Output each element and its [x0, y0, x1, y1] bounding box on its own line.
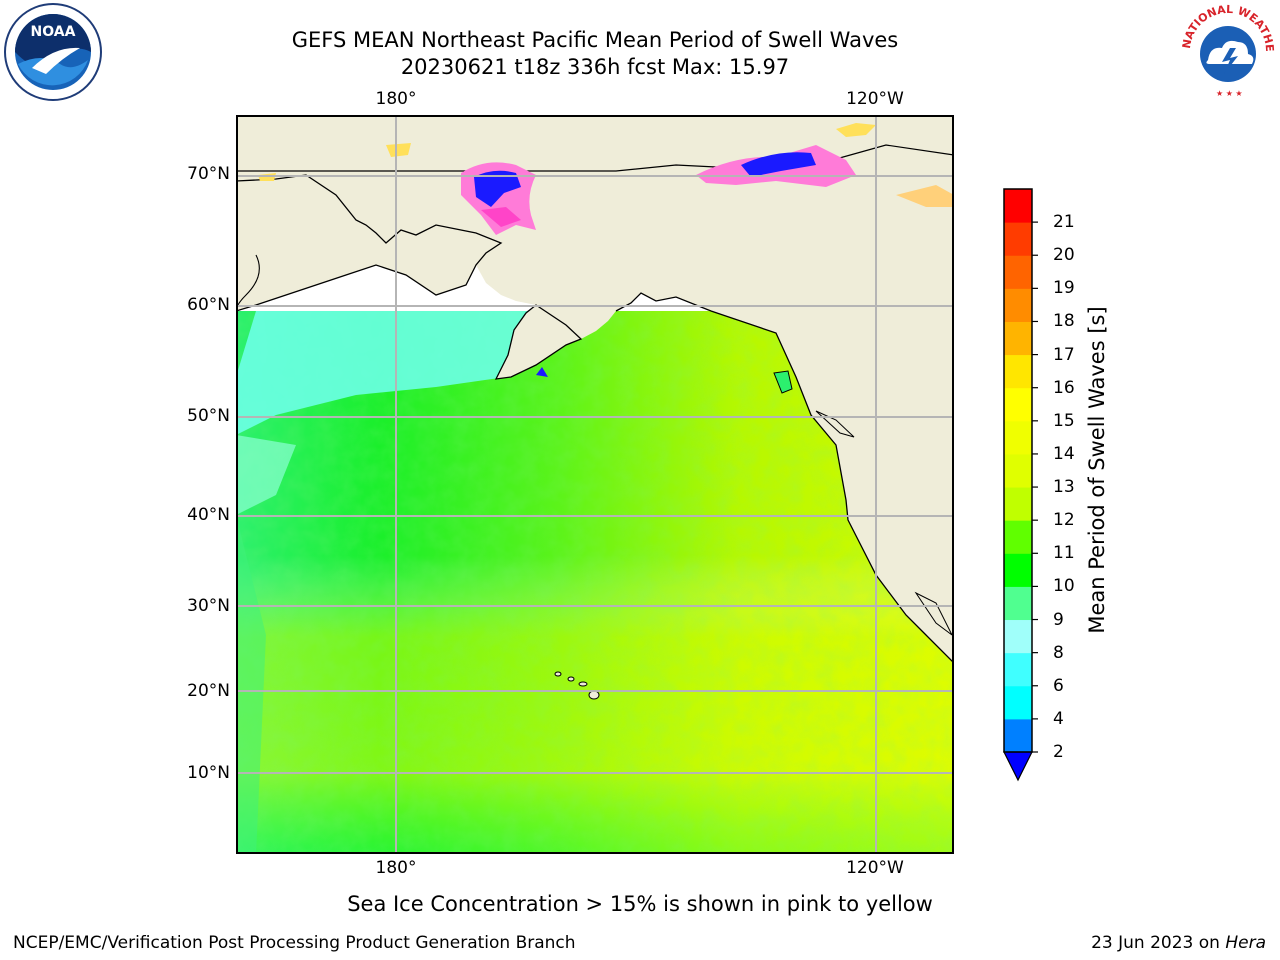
colorbar-frame	[1003, 188, 1033, 753]
colorbar-cell	[1004, 685, 1032, 720]
colorbar-tick-label: 11	[1053, 543, 1075, 564]
lat-label-30n: 30°N	[187, 596, 230, 616]
lat-label-60n: 60°N	[187, 295, 230, 315]
svg-text:★ ★ ★: ★ ★ ★	[1216, 89, 1243, 98]
colorbar-cell	[1004, 619, 1032, 654]
colorbar-cell	[1004, 652, 1032, 687]
colorbar-cell	[1004, 718, 1032, 753]
noaa-logo: NOAA	[4, 3, 102, 101]
nws-logo: NATIONAL WEATHER SERVICE ★ ★ ★	[1178, 2, 1276, 98]
colorbar-tick-label: 6	[1053, 675, 1064, 696]
land-east	[711, 311, 954, 663]
colorbar-tick-label: 19	[1053, 278, 1075, 299]
colorbar-extend-arrow	[1003, 751, 1033, 782]
credit-branch: NCEP/EMC/Verification Post Processing Pr…	[13, 933, 576, 953]
credit-date: 23 Jun 2023 on Hera	[1091, 933, 1266, 953]
colorbar-tick-label: 20	[1053, 245, 1075, 266]
lon-label-bottom-180: 180°	[375, 858, 417, 878]
lat-label-40n: 40°N	[187, 505, 230, 525]
colorbar-tick-label: 18	[1053, 311, 1075, 332]
colorbar-tick-label: 2	[1053, 742, 1064, 762]
map-title: GEFS MEAN Northeast Pacific Mean Period …	[291, 28, 899, 52]
noaa-logo-text: NOAA	[31, 24, 76, 40]
colorbar-tick-label: 21	[1053, 212, 1075, 233]
colorbar-cell	[1004, 586, 1032, 621]
colorbar-tick-label: 15	[1053, 410, 1075, 431]
colorbar-tick-label: 12	[1053, 510, 1075, 531]
lat-label-70n: 70°N	[187, 164, 230, 184]
lat-label-20n: 20°N	[187, 681, 230, 701]
colorbar-tick-label: 17	[1053, 344, 1075, 365]
colorbar-cell	[1004, 453, 1032, 488]
colorbar-cell	[1004, 420, 1032, 455]
hawaiian-islands	[554, 671, 600, 700]
colorbar-label: Mean Period of Swell Waves [s]	[1085, 306, 1109, 634]
colorbar-cell	[1004, 354, 1032, 389]
credit-machine: Hera	[1225, 933, 1266, 953]
colorbar-tick-label: 13	[1053, 477, 1075, 498]
colorbar-cell	[1004, 255, 1032, 289]
graticule	[236, 115, 954, 854]
colorbar-tick-label: 10	[1053, 576, 1075, 597]
colorbar	[1003, 188, 1038, 782]
lat-label-10n: 10°N	[187, 763, 230, 783]
swell-period-map	[236, 115, 954, 854]
colorbar-tick-label: 8	[1053, 642, 1064, 663]
credit-date-text: 23 Jun 2023 on	[1091, 933, 1226, 953]
colorbar-cell	[1004, 222, 1032, 256]
colorbar-cell	[1004, 553, 1032, 587]
colorbar-tick-label: 4	[1053, 708, 1064, 729]
lat-label-50n: 50°N	[187, 406, 230, 426]
map-frame	[236, 115, 954, 854]
colorbar-cell	[1004, 520, 1032, 554]
colorbar-cell	[1004, 189, 1032, 223]
lon-label-top-180: 180°	[375, 89, 417, 109]
colorbar-tick-label: 16	[1053, 377, 1075, 398]
colorbar-tick-label: 14	[1053, 443, 1075, 464]
lon-label-bottom-120w: 120°W	[846, 858, 904, 878]
colorbar-cell	[1004, 288, 1032, 322]
map-subtitle: 20230621 t18z 336h fcst Max: 15.97	[400, 55, 790, 79]
colorbar-cell	[1004, 487, 1032, 521]
colorbar-cell	[1004, 321, 1032, 356]
lon-label-top-120w: 120°W	[846, 89, 904, 109]
colorbar-tick-label: 9	[1053, 609, 1064, 630]
sea-ice-footnote: Sea Ice Concentration > 15% is shown in …	[347, 892, 933, 916]
colorbar-cell	[1004, 387, 1032, 422]
